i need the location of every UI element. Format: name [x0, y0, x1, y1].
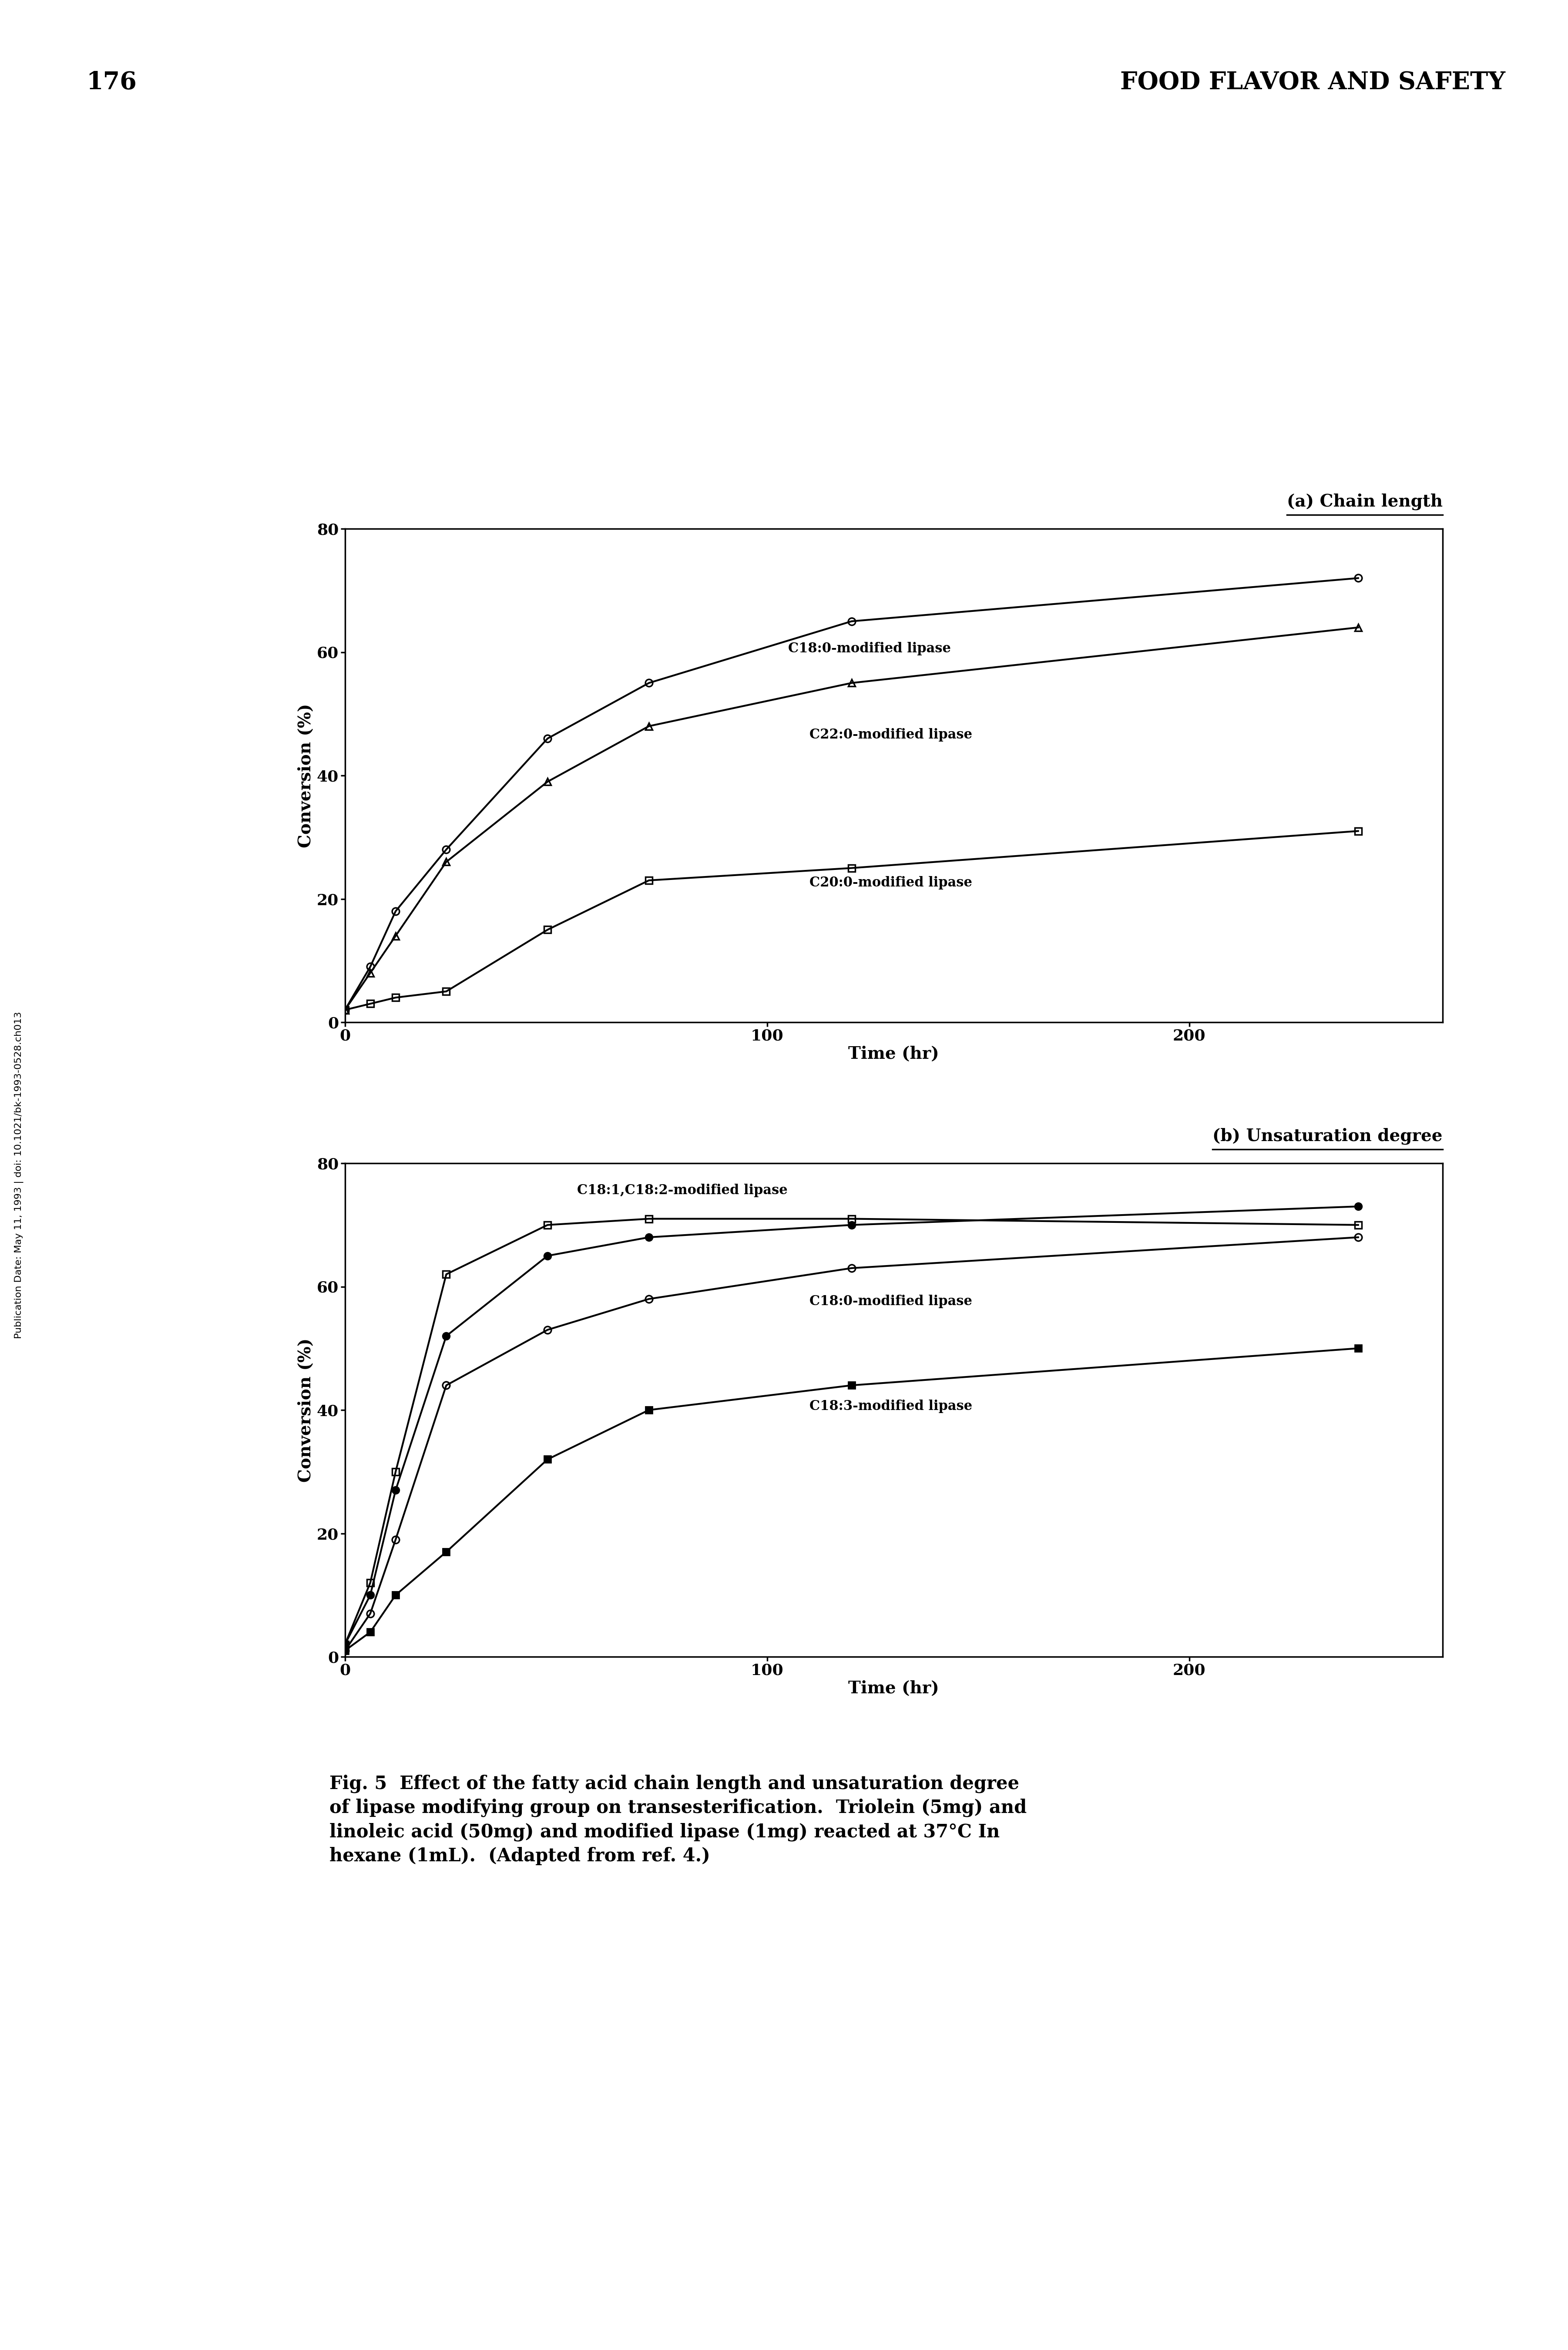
Text: Fig. 5  Effect of the fatty acid chain length and unsaturation degree
of lipase : Fig. 5 Effect of the fatty acid chain le…: [329, 1774, 1027, 1866]
Text: 176: 176: [86, 70, 136, 94]
Y-axis label: Conversion (%): Conversion (%): [298, 1337, 314, 1483]
Text: C18:0-modified lipase: C18:0-modified lipase: [809, 1295, 972, 1309]
Text: C18:3-modified lipase: C18:3-modified lipase: [809, 1401, 972, 1412]
Text: (a) Chain length: (a) Chain length: [1287, 494, 1443, 510]
Text: Publication Date: May 11, 1993 | doi: 10.1021/bk-1993-0528.ch013: Publication Date: May 11, 1993 | doi: 10…: [14, 1010, 24, 1340]
X-axis label: Time (hr): Time (hr): [848, 1680, 939, 1697]
Text: C20:0-modified lipase: C20:0-modified lipase: [809, 877, 972, 891]
Y-axis label: Conversion (%): Conversion (%): [298, 703, 314, 848]
Text: C18:0-modified lipase: C18:0-modified lipase: [789, 642, 950, 656]
X-axis label: Time (hr): Time (hr): [848, 1046, 939, 1062]
Text: FOOD FLAVOR AND SAFETY: FOOD FLAVOR AND SAFETY: [1120, 70, 1505, 94]
Text: C22:0-modified lipase: C22:0-modified lipase: [809, 728, 972, 743]
Text: C18:1,C18:2-modified lipase: C18:1,C18:2-modified lipase: [577, 1184, 787, 1196]
Text: (b) Unsaturation degree: (b) Unsaturation degree: [1212, 1128, 1443, 1144]
